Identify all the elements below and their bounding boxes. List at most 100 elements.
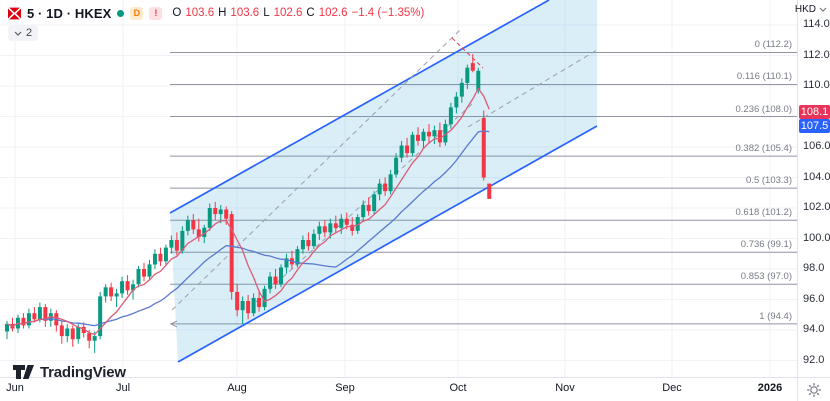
delayed-data-badge[interactable]: D [130, 6, 144, 20]
candle[interactable] [388, 174, 393, 192]
candle[interactable] [174, 240, 179, 251]
symbol-title[interactable]: 5 · 1D · HKEX [27, 5, 112, 21]
alert-badge[interactable]: ! [149, 6, 163, 20]
ma-slow-line[interactable] [6, 130, 490, 327]
candle[interactable] [152, 253, 157, 265]
candle[interactable] [426, 131, 431, 137]
candle[interactable] [158, 253, 163, 262]
candle[interactable] [459, 82, 464, 97]
candle[interactable] [448, 107, 453, 125]
candle[interactable] [328, 223, 333, 233]
candle[interactable] [300, 240, 305, 250]
gear-icon[interactable] [806, 382, 822, 398]
candle[interactable] [454, 96, 459, 108]
trendline-dashed[interactable] [467, 49, 598, 128]
candle[interactable] [322, 226, 327, 233]
candle[interactable] [218, 209, 223, 215]
candle[interactable] [355, 217, 360, 231]
channel-lower-line[interactable] [177, 125, 598, 363]
candle[interactable] [279, 267, 283, 285]
candle[interactable] [257, 298, 262, 308]
candle[interactable] [65, 328, 70, 337]
candle[interactable] [416, 134, 420, 141]
candle[interactable] [377, 183, 382, 195]
ma-fast-line[interactable] [6, 87, 490, 336]
candle[interactable] [43, 307, 48, 321]
candle[interactable] [180, 230, 185, 251]
candle[interactable] [344, 218, 349, 225]
candle[interactable] [366, 204, 371, 211]
candle[interactable] [169, 240, 174, 248]
candle[interactable] [125, 281, 130, 291]
candle[interactable] [92, 336, 97, 341]
candle[interactable] [185, 220, 190, 231]
candle[interactable] [224, 209, 229, 219]
candle[interactable] [213, 208, 218, 215]
candle[interactable] [120, 281, 125, 294]
candle[interactable] [5, 323, 9, 332]
candle[interactable] [21, 317, 26, 326]
candle[interactable] [76, 326, 81, 340]
candle[interactable] [163, 247, 168, 262]
candle[interactable] [202, 227, 207, 237]
candle[interactable] [191, 220, 196, 230]
candle[interactable] [399, 145, 404, 158]
candle[interactable] [410, 134, 415, 154]
candle[interactable] [251, 298, 256, 314]
candle[interactable] [246, 301, 251, 314]
candle[interactable] [361, 204, 366, 218]
candle[interactable] [443, 124, 448, 143]
candle[interactable] [470, 63, 475, 71]
candle[interactable] [350, 224, 355, 231]
candle[interactable] [273, 276, 278, 285]
candle[interactable] [487, 183, 492, 199]
candle[interactable] [240, 301, 245, 311]
candle[interactable] [196, 229, 201, 237]
candle[interactable] [142, 269, 146, 277]
candle[interactable] [405, 145, 410, 154]
candle[interactable] [32, 313, 37, 320]
channel-upper-line[interactable] [169, 0, 550, 214]
candle[interactable] [306, 240, 311, 247]
candle[interactable] [103, 287, 108, 297]
channel-fill[interactable] [170, 0, 597, 362]
candle[interactable] [372, 194, 377, 212]
trendline-dashed[interactable] [451, 37, 484, 69]
candle[interactable] [476, 70, 481, 91]
candle[interactable] [147, 264, 152, 277]
candle[interactable] [37, 307, 42, 320]
candle[interactable] [295, 249, 300, 265]
candle[interactable] [81, 326, 86, 333]
candle[interactable] [333, 223, 338, 228]
symbol-legend[interactable]: 5 · 1D · HKEX D ! O 103.6 H 103.6 L 102.6 C… [8, 5, 424, 21]
candle[interactable] [114, 293, 119, 297]
candle[interactable] [311, 233, 316, 247]
candle[interactable] [284, 258, 289, 268]
candle[interactable] [87, 333, 92, 341]
trendline-dashed[interactable] [171, 29, 461, 311]
candle[interactable] [481, 118, 486, 178]
candle[interactable] [465, 67, 470, 83]
tradingview-logo[interactable]: TradingView [12, 363, 126, 381]
candle[interactable] [262, 288, 267, 308]
candle[interactable] [26, 313, 31, 326]
candle[interactable] [339, 218, 344, 228]
candle[interactable] [421, 131, 426, 141]
candle[interactable] [383, 183, 388, 192]
candle[interactable] [98, 296, 103, 337]
candle[interactable] [207, 208, 212, 228]
candle[interactable] [131, 284, 136, 291]
candle[interactable] [394, 157, 399, 175]
candle[interactable] [59, 325, 64, 337]
candle[interactable] [70, 328, 75, 340]
indicators-collapse-pill[interactable]: 2 [8, 25, 39, 41]
currency-selector[interactable]: HKD [795, 4, 827, 15]
candle[interactable] [432, 130, 437, 137]
candle[interactable] [437, 130, 442, 143]
candle[interactable] [136, 269, 141, 285]
candle[interactable] [268, 276, 273, 289]
candle[interactable] [317, 226, 322, 234]
candle[interactable] [235, 291, 240, 311]
candle[interactable] [109, 287, 114, 297]
